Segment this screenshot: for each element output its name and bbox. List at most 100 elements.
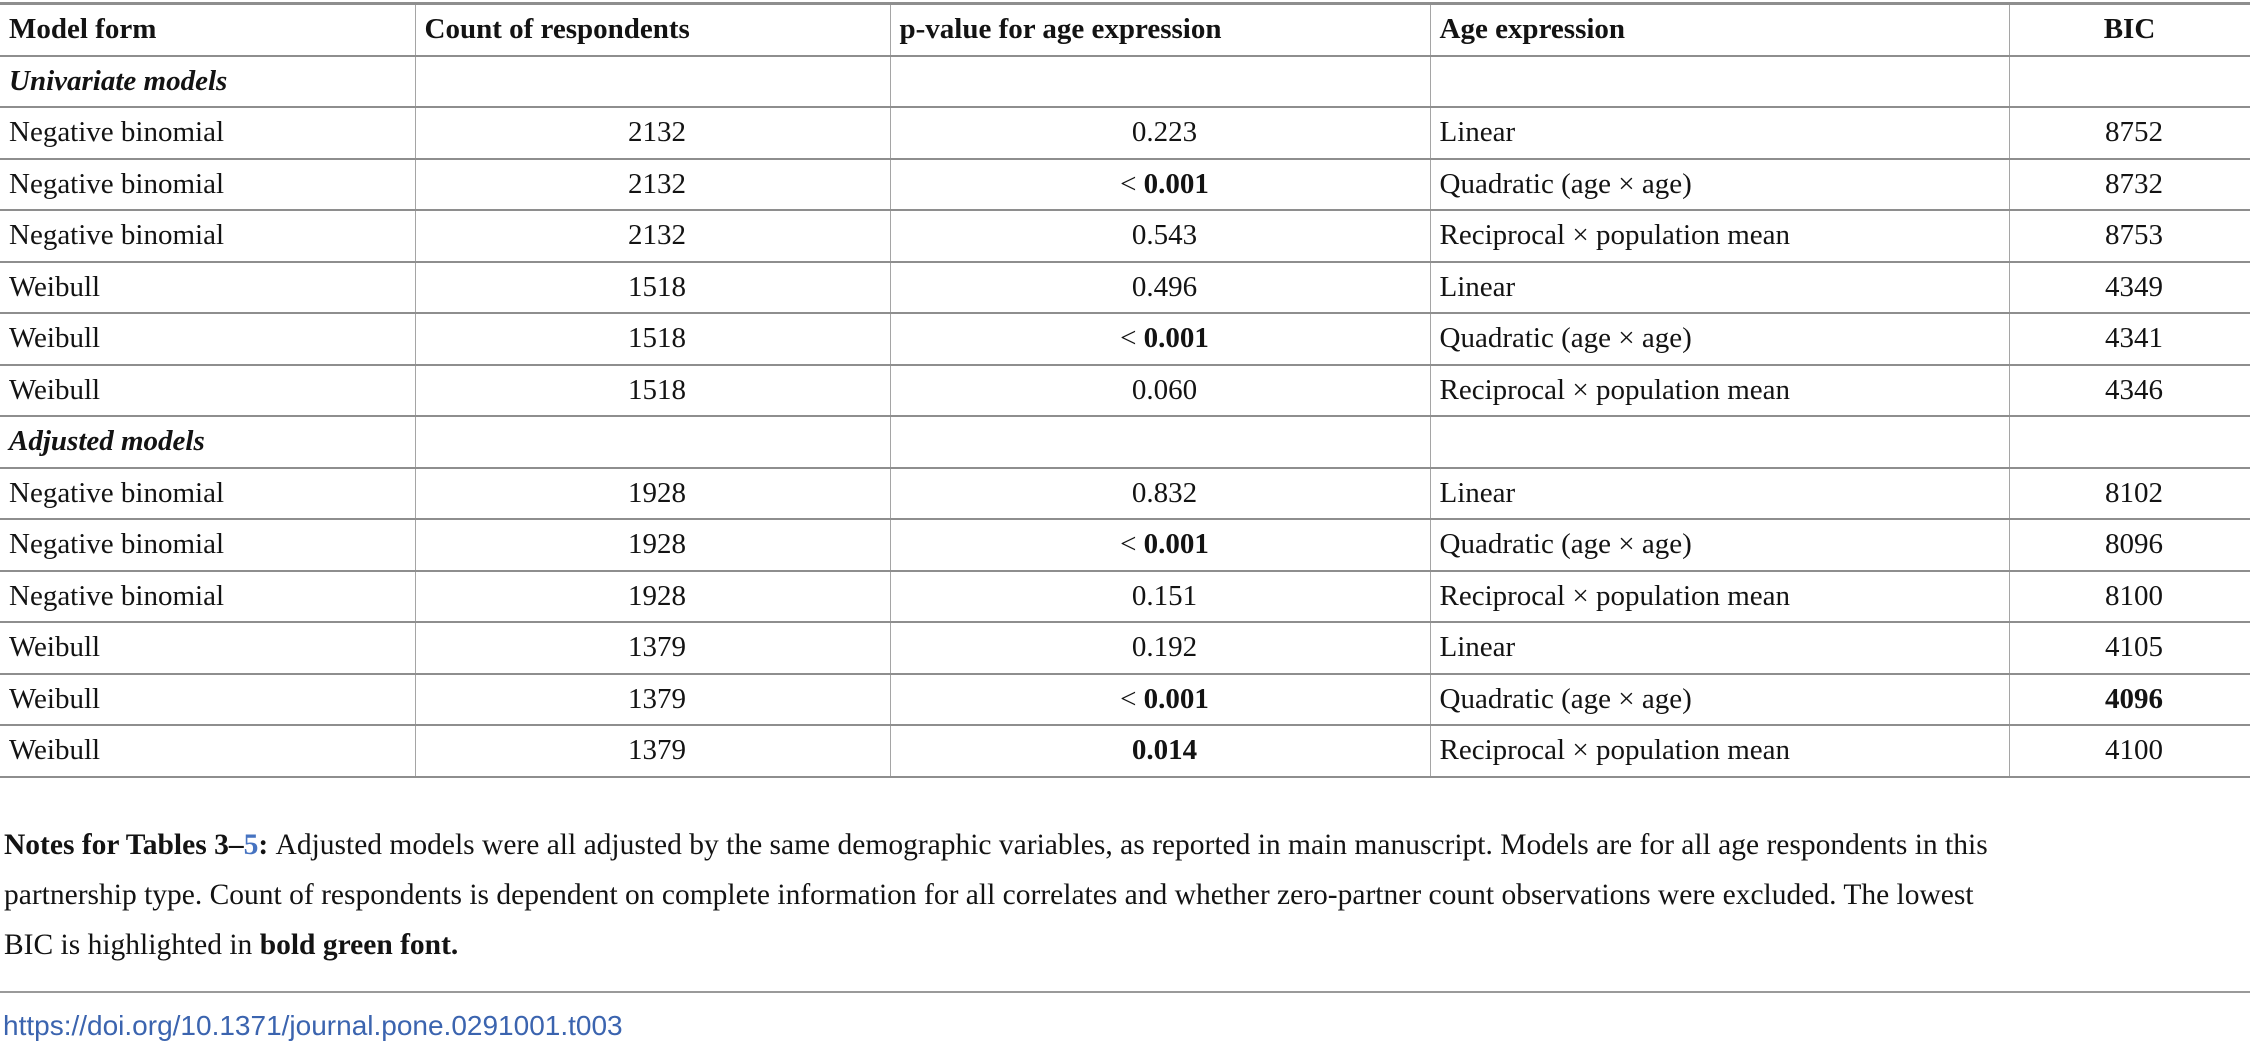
column-header-age-expression: Age expression	[1429, 2, 2010, 57]
cell-model-form: Weibull	[0, 724, 416, 778]
p-value-text: 0.001	[1143, 167, 1209, 200]
cell-p-value: 0.496	[889, 260, 1431, 314]
cell-age-expression: Quadratic (age × age)	[1429, 312, 2010, 366]
notes-text: BIC is highlighted in	[4, 928, 260, 961]
notes-text: bold green font.	[259, 928, 459, 961]
table-row: Negative binomial 1928 0.832 Linear 8102	[0, 466, 2250, 520]
cell-count: 1928	[414, 518, 891, 572]
cell-count: 1379	[414, 672, 891, 726]
cell-section-label: Adjusted models	[0, 415, 416, 469]
p-value-text: 0.151	[1131, 579, 1198, 612]
cell-empty	[2008, 415, 2250, 469]
cell-p-value: < 0.001	[889, 157, 1431, 211]
cell-section-label: Univariate models	[0, 54, 416, 108]
cell-model-form: Weibull	[0, 363, 416, 417]
p-value-text: 0.014	[1131, 734, 1198, 767]
cell-bic: 4346	[2008, 363, 2250, 417]
cell-p-value: < 0.001	[889, 518, 1431, 572]
cell-count: 2132	[414, 106, 891, 160]
cell-age-expression: Linear	[1429, 106, 2010, 160]
cell-empty	[414, 54, 891, 108]
cell-count: 1928	[414, 466, 891, 520]
table-row: Weibull 1379 < 0.001 Quadratic (age × age) 4…	[0, 672, 2250, 726]
cell-bic: 8096	[2008, 518, 2250, 572]
cell-empty	[1429, 415, 2010, 469]
cell-age-expression: Reciprocal × population mean	[1429, 209, 2010, 263]
cell-count: 1518	[414, 312, 891, 366]
table-row: Negative binomial 2132 0.543 Reciprocal × p…	[0, 209, 2250, 263]
p-value-text: 0.001	[1143, 322, 1209, 355]
table-row: Weibull 1518 0.060 Reciprocal × population …	[0, 363, 2250, 417]
cell-p-value: 0.543	[889, 209, 1431, 263]
cell-p-value: 0.060	[889, 363, 1431, 417]
notes-line: Notes for Tables 3–5: Adjusted models we…	[4, 820, 2250, 870]
cell-age-expression: Reciprocal × population mean	[1429, 569, 2010, 623]
cell-bic: 4349	[2008, 260, 2250, 314]
cell-bic: 8752	[2008, 106, 2250, 160]
cell-bic: 8753	[2008, 209, 2250, 263]
cell-p-value: 0.014	[889, 724, 1431, 778]
notes-line: partnership type. Count of respondents i…	[4, 870, 2250, 920]
p-value-text: 0.496	[1131, 270, 1198, 303]
notes-text: Notes for Tables 3–	[4, 828, 244, 861]
cell-age-expression: Reciprocal × population mean	[1429, 724, 2010, 778]
cell-age-expression: Linear	[1429, 260, 2010, 314]
cell-count: 2132	[414, 209, 891, 263]
cell-model-form: Weibull	[0, 260, 416, 314]
cell-bic: 4096	[2008, 672, 2250, 726]
table-body: Univariate models Negative binomial 2132 0.…	[0, 54, 2250, 778]
cell-empty	[2008, 54, 2250, 108]
cell-empty	[414, 415, 891, 469]
cell-age-expression: Quadratic (age × age)	[1429, 672, 2010, 726]
cell-p-value: 0.192	[889, 621, 1431, 675]
notes-text: :	[258, 828, 276, 861]
cell-count: 1379	[414, 724, 891, 778]
p-value-text: 0.223	[1131, 116, 1198, 149]
less-than-sign: <	[1120, 528, 1144, 561]
cell-bic: 8102	[2008, 466, 2250, 520]
cell-empty	[1429, 54, 2010, 108]
p-value-text: 0.001	[1143, 528, 1209, 561]
doi-link[interactable]: https://doi.org/10.1371/journal.pone.029…	[3, 1009, 623, 1041]
notes-text: partnership type. Count of respondents i…	[4, 878, 1974, 911]
cell-bic: 4105	[2008, 621, 2250, 675]
section-row: Univariate models	[0, 54, 2250, 108]
p-value-text: 0.192	[1131, 631, 1198, 664]
cell-model-form: Weibull	[0, 621, 416, 675]
header-row: Model form Count of respondents p-value …	[0, 2, 2250, 57]
less-than-sign: <	[1120, 322, 1144, 355]
less-than-sign: <	[1120, 167, 1144, 200]
notes-divider	[0, 990, 2250, 993]
column-header-bic: BIC	[2008, 2, 2250, 57]
p-value-text: 0.543	[1131, 219, 1198, 252]
cell-model-form: Negative binomial	[0, 209, 416, 263]
table-row: Negative binomial 2132 < 0.001 Quadratic (a…	[0, 157, 2250, 211]
cell-age-expression: Quadratic (age × age)	[1429, 518, 2010, 572]
cell-bic: 8732	[2008, 157, 2250, 211]
cell-p-value: < 0.001	[889, 312, 1431, 366]
table-row: Weibull 1379 0.014 Reciprocal × population …	[0, 724, 2250, 778]
table-row: Negative binomial 1928 < 0.001 Quadratic (a…	[0, 518, 2250, 572]
column-header-p-value: p-value for age expression	[889, 2, 1431, 57]
notes-line: BIC is highlighted in bold green font.	[4, 920, 2250, 970]
cell-model-form: Weibull	[0, 672, 416, 726]
notes-table5-link[interactable]: 5	[243, 828, 259, 861]
cell-empty	[889, 415, 1431, 469]
p-value-text: 0.001	[1143, 682, 1209, 715]
cell-p-value: < 0.001	[889, 672, 1431, 726]
cell-count: 2132	[414, 157, 891, 211]
model-comparison-table: Model form Count of respondents p-value …	[0, 2, 2250, 778]
notes-text: Adjusted models were all adjusted by the…	[275, 828, 1988, 861]
table-row: Weibull 1379 0.192 Linear 4105	[0, 621, 2250, 675]
cell-bic: 4100	[2008, 724, 2250, 778]
cell-model-form: Negative binomial	[0, 466, 416, 520]
cell-count: 1518	[414, 260, 891, 314]
table-row: Weibull 1518 0.496 Linear 4349	[0, 260, 2250, 314]
table-row: Negative binomial 1928 0.151 Reciprocal × p…	[0, 569, 2250, 623]
table-notes: Notes for Tables 3–5: Adjusted models we…	[4, 820, 2250, 970]
cell-empty	[889, 54, 1431, 108]
cell-bic: 8100	[2008, 569, 2250, 623]
p-value-text: 0.060	[1131, 373, 1198, 406]
column-header-model-form: Model form	[0, 2, 416, 57]
cell-count: 1518	[414, 363, 891, 417]
